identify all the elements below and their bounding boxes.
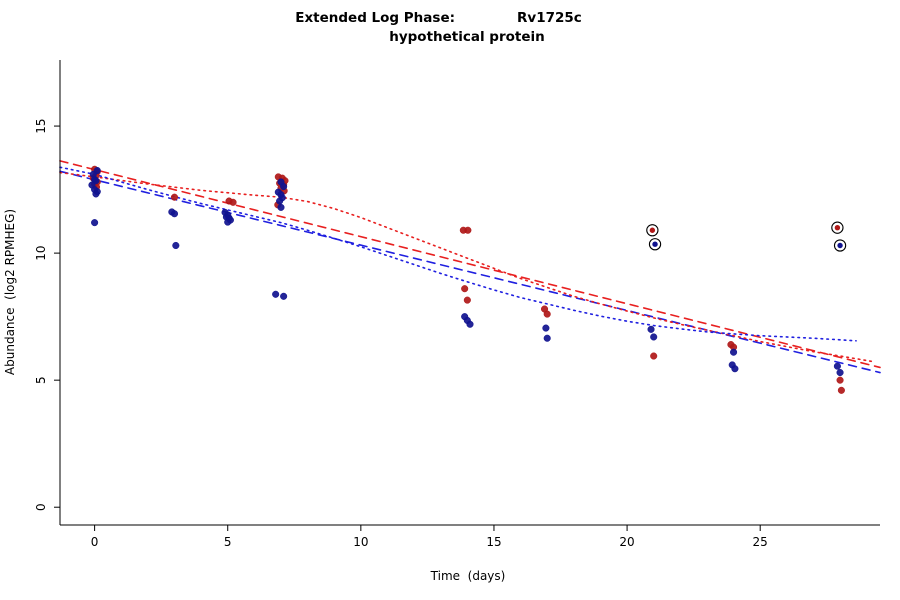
- data-point-red-points: [461, 285, 469, 293]
- data-point-blue-points: [833, 362, 841, 370]
- data-point-blue-points: [650, 333, 658, 341]
- x-tick-label: 15: [486, 535, 501, 549]
- data-point-red-points: [543, 310, 551, 318]
- x-axis-label: Time (days): [430, 569, 506, 583]
- y-tick-label: 10: [34, 245, 48, 260]
- data-point-blue-points: [280, 292, 288, 300]
- data-point-red-points: [836, 376, 844, 384]
- x-tick-label: 10: [353, 535, 368, 549]
- data-point-blue-points: [730, 348, 738, 356]
- data-point-blue-points: [836, 368, 844, 377]
- axes-layer: 0 5 10 15 20 25 0 5 10 15: [34, 60, 880, 549]
- plot-title-left: Extended Log Phase:: [295, 10, 455, 26]
- data-point-blue-points: [543, 334, 551, 342]
- data-point-blue-points: [92, 190, 100, 198]
- trend-lines-layer: [59, 160, 881, 374]
- y-tick-label: 15: [34, 118, 48, 133]
- blue-dashed-fit-line: [59, 170, 881, 374]
- data-point-blue-points: [91, 219, 99, 227]
- blue-dotted-smooth-line: [59, 166, 857, 342]
- data-point-red-points: [229, 198, 237, 206]
- data-point-red-points: [650, 352, 658, 360]
- y-axis-label: Abundance (log2 RPMHEG): [3, 209, 17, 375]
- data-point-blue-points: [280, 182, 288, 191]
- red-dashed-fit-line: [59, 160, 881, 369]
- flagged-blue-dot: [837, 242, 843, 249]
- data-point-blue-points: [731, 365, 739, 373]
- data-point-blue-points: [172, 241, 180, 250]
- data-point-blue-points: [224, 218, 232, 226]
- data-points-layer: [88, 165, 845, 394]
- plot-title-right: Rv1725c: [517, 10, 582, 26]
- x-tick-label: 20: [619, 535, 634, 549]
- data-point-blue-points: [276, 197, 284, 205]
- x-tick-label: 5: [224, 535, 232, 549]
- data-point-red-points: [837, 386, 845, 394]
- x-tick-label: 0: [91, 535, 99, 549]
- data-point-red-points: [170, 193, 179, 201]
- data-point-red-points: [464, 226, 472, 234]
- data-point-blue-points: [272, 290, 280, 298]
- y-tick-label: 5: [34, 376, 48, 384]
- data-point-blue-points: [277, 203, 285, 211]
- flagged-points-layer: [646, 221, 847, 252]
- data-point-blue-points: [170, 210, 179, 218]
- data-point-blue-points: [92, 177, 100, 185]
- plot-subtitle: hypothetical protein: [389, 29, 545, 45]
- red-dotted-smooth-line: [59, 171, 876, 363]
- flagged-blue-dot: [652, 241, 658, 247]
- data-point-blue-points: [542, 324, 550, 332]
- flagged-red-dot: [649, 227, 656, 233]
- data-point-blue-points: [647, 325, 655, 333]
- data-point-red-points: [463, 296, 471, 304]
- y-tick-label: 0: [34, 503, 48, 511]
- x-tick-label: 25: [753, 535, 768, 549]
- data-point-blue-points: [466, 320, 474, 328]
- flagged-red-dot: [834, 225, 841, 231]
